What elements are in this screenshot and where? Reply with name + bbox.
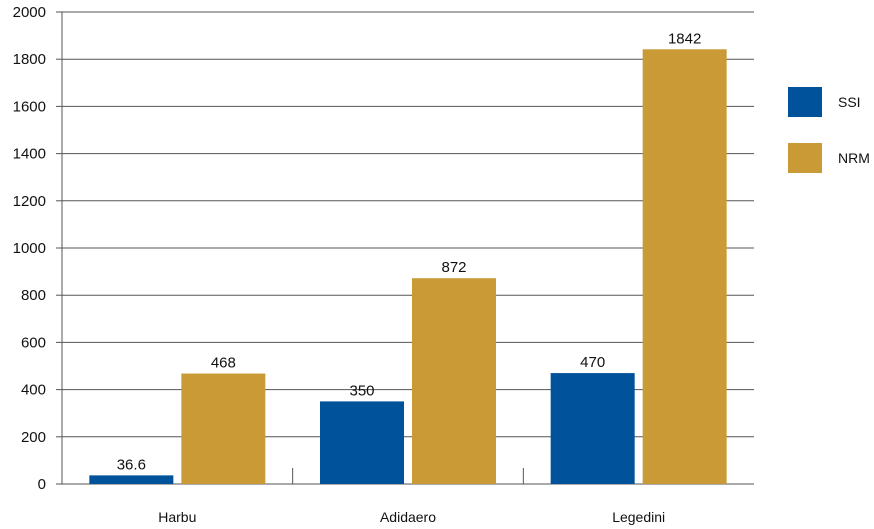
y-tick-label: 200: [21, 429, 46, 446]
legend: SSI NRM: [788, 87, 870, 173]
category-label: Harbu: [158, 509, 196, 525]
y-tick-label: 1800: [13, 51, 46, 68]
y-axis-ticks: 0 200 400 600 800 1000 1200 1400 1600 1800 2000: [13, 4, 62, 493]
y-tick-label: 0: [38, 476, 46, 493]
y-tick-label: 1200: [13, 193, 46, 210]
bar-nrm-harbu: [181, 373, 266, 484]
bars: 36.6 468 350 872 470 1842: [89, 30, 727, 485]
bar-ssi-adidaero: [320, 401, 404, 484]
y-tick-label: 800: [21, 287, 46, 304]
y-tick-label: 1600: [13, 98, 46, 115]
y-tick-label: 2000: [13, 4, 46, 21]
data-label: 872: [441, 259, 466, 276]
legend-swatch-nrm: [788, 143, 822, 173]
category-label: Legedini: [612, 509, 665, 525]
data-label: 470: [580, 354, 605, 371]
legend-label: SSI: [838, 94, 861, 110]
bar-nrm-adidaero: [412, 278, 496, 484]
bar-ssi-harbu: [89, 475, 174, 484]
legend-label: NRM: [838, 150, 870, 166]
data-label: 36.6: [117, 456, 146, 473]
axes: [61, 12, 754, 485]
y-tick-label: 1000: [13, 240, 46, 257]
legend-swatch-ssi: [788, 87, 822, 117]
data-label: 350: [349, 382, 374, 399]
data-label: 1842: [668, 30, 701, 47]
bar-nrm-legedini: [642, 49, 727, 485]
bar-ssi-legedini: [550, 373, 635, 484]
x-axis-labels: Harbu Adidaero Legedini: [158, 468, 665, 525]
y-tick-label: 1400: [13, 146, 46, 163]
gridlines: [62, 11, 754, 438]
data-label: 468: [211, 355, 236, 372]
category-label: Adidaero: [380, 509, 436, 525]
y-tick-label: 400: [21, 382, 46, 399]
y-tick-label: 600: [21, 334, 46, 351]
